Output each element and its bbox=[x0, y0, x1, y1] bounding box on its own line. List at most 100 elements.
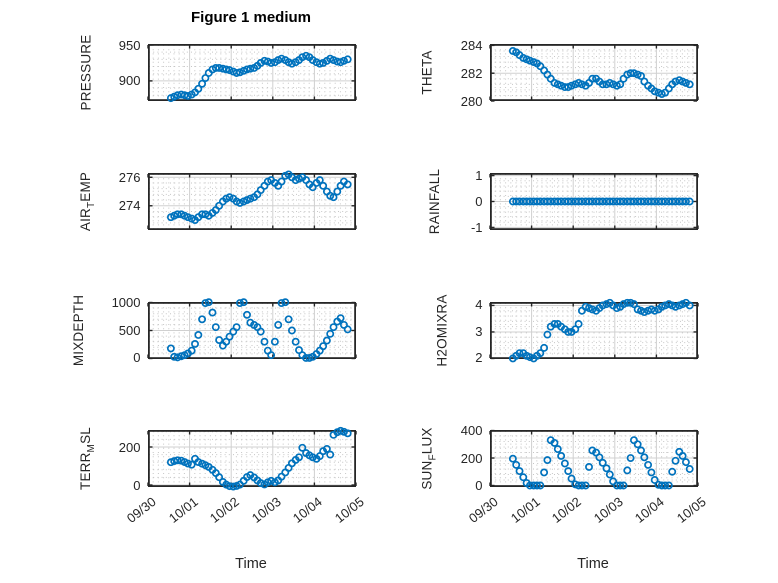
data-point bbox=[587, 197, 596, 206]
plot-area-terr-msl bbox=[146, 426, 357, 491]
data-point bbox=[260, 337, 268, 346]
data-point bbox=[619, 299, 627, 308]
data-point bbox=[556, 81, 565, 90]
data-point bbox=[329, 322, 337, 331]
data-point bbox=[629, 197, 638, 206]
data-point bbox=[525, 352, 534, 361]
data-point bbox=[329, 56, 337, 65]
data-point bbox=[577, 481, 586, 490]
data-point bbox=[660, 197, 669, 206]
y-tick-label: 1000 bbox=[111, 294, 141, 310]
data-point bbox=[193, 330, 202, 339]
data-point bbox=[277, 54, 285, 63]
y-axis-label-rainfall: RAINFALL bbox=[427, 168, 443, 235]
data-point bbox=[277, 298, 285, 307]
data-point bbox=[570, 324, 579, 333]
data-point bbox=[260, 56, 268, 65]
y-tick-label: 276 bbox=[118, 169, 141, 185]
grid-minor bbox=[148, 431, 355, 486]
subplot-air-temp: 274 276 AIRTEMP bbox=[78, 170, 357, 231]
data-point bbox=[522, 197, 531, 206]
data-point bbox=[273, 320, 282, 329]
data-point bbox=[678, 197, 687, 206]
y-axis-label-theta: THETA bbox=[420, 50, 436, 95]
plot-area-pressure bbox=[146, 43, 357, 103]
y-axis-label-mixdepth: MIXDEPTH bbox=[70, 294, 86, 366]
data-point bbox=[650, 306, 659, 315]
data-point bbox=[315, 176, 324, 185]
data-point bbox=[511, 197, 520, 206]
data-point bbox=[629, 69, 638, 78]
data-point bbox=[336, 426, 345, 435]
data-point bbox=[266, 59, 275, 67]
y-tick-label: 2 bbox=[475, 350, 483, 366]
data-point bbox=[294, 453, 303, 462]
data-point bbox=[615, 80, 624, 89]
axes-box bbox=[489, 301, 698, 359]
data-point bbox=[685, 301, 694, 309]
data-point bbox=[225, 482, 233, 491]
data-point bbox=[308, 453, 317, 462]
data-point bbox=[587, 304, 596, 313]
data-point bbox=[556, 452, 565, 460]
x-axis-label-right: Time bbox=[577, 556, 609, 572]
data-point bbox=[225, 332, 233, 341]
data-point bbox=[221, 65, 230, 74]
data-point bbox=[685, 80, 694, 89]
y-tick-label: 274 bbox=[118, 198, 141, 214]
data-point bbox=[626, 454, 635, 462]
data-point bbox=[339, 320, 348, 329]
subplot-sun-flux: 0 200 400 SUNFLUX 09/30 10/01 10/02 10/03 10/04 1… bbox=[420, 423, 709, 526]
grid-major bbox=[489, 301, 698, 359]
data-point bbox=[287, 326, 296, 334]
data-point bbox=[339, 427, 348, 436]
data-point bbox=[239, 297, 248, 306]
data-point bbox=[535, 481, 544, 490]
data-point bbox=[602, 464, 610, 473]
y-tick-label: 0 bbox=[133, 350, 141, 366]
data-point bbox=[553, 445, 562, 454]
y-tick-label: 1 bbox=[475, 168, 483, 184]
data-point bbox=[232, 322, 241, 331]
data-point bbox=[650, 476, 659, 484]
data-point bbox=[671, 302, 679, 311]
y-tick-label: 900 bbox=[118, 73, 141, 89]
data-point bbox=[214, 335, 223, 344]
scatter-points bbox=[508, 298, 694, 362]
data-point bbox=[515, 467, 523, 476]
data-point bbox=[297, 443, 306, 452]
data-point bbox=[681, 78, 690, 87]
data-point bbox=[266, 476, 275, 485]
scatter-points bbox=[508, 197, 694, 206]
subplot-terr-msl: 0 200 TERRMSL 09/30 10/01 10/02 10/03 10/04 10/0… bbox=[78, 426, 367, 526]
plot-area-air-temp bbox=[146, 170, 357, 231]
data-point bbox=[574, 197, 583, 206]
data-point bbox=[515, 348, 523, 357]
data-point bbox=[550, 319, 558, 328]
data-point bbox=[598, 301, 607, 309]
scatter-points bbox=[508, 436, 694, 490]
y-axis-label-h2omixra: H2OMIXRA bbox=[434, 293, 450, 367]
data-point bbox=[584, 197, 593, 206]
data-point bbox=[560, 459, 569, 468]
data-point bbox=[636, 446, 645, 455]
data-point bbox=[525, 56, 534, 65]
scatter-points bbox=[166, 51, 352, 103]
data-point bbox=[643, 460, 652, 469]
data-point bbox=[169, 352, 178, 361]
data-point bbox=[639, 197, 648, 206]
y-tick-label: 200 bbox=[118, 439, 141, 455]
data-point bbox=[577, 80, 586, 89]
grid-minor bbox=[490, 431, 697, 486]
data-point bbox=[678, 452, 687, 460]
y-axis-label-air-temp: AIRTEMP bbox=[78, 171, 98, 232]
subplot-h2omixra: 2 3 4 H2OMIXRA bbox=[435, 294, 699, 366]
data-point bbox=[511, 460, 520, 469]
data-point bbox=[332, 187, 341, 196]
y-tick-label: 0 bbox=[475, 477, 483, 493]
data-point bbox=[235, 68, 244, 77]
data-point bbox=[650, 197, 659, 206]
y-tick-label: 950 bbox=[118, 37, 141, 53]
data-point bbox=[553, 197, 562, 206]
axes-box bbox=[489, 172, 698, 231]
